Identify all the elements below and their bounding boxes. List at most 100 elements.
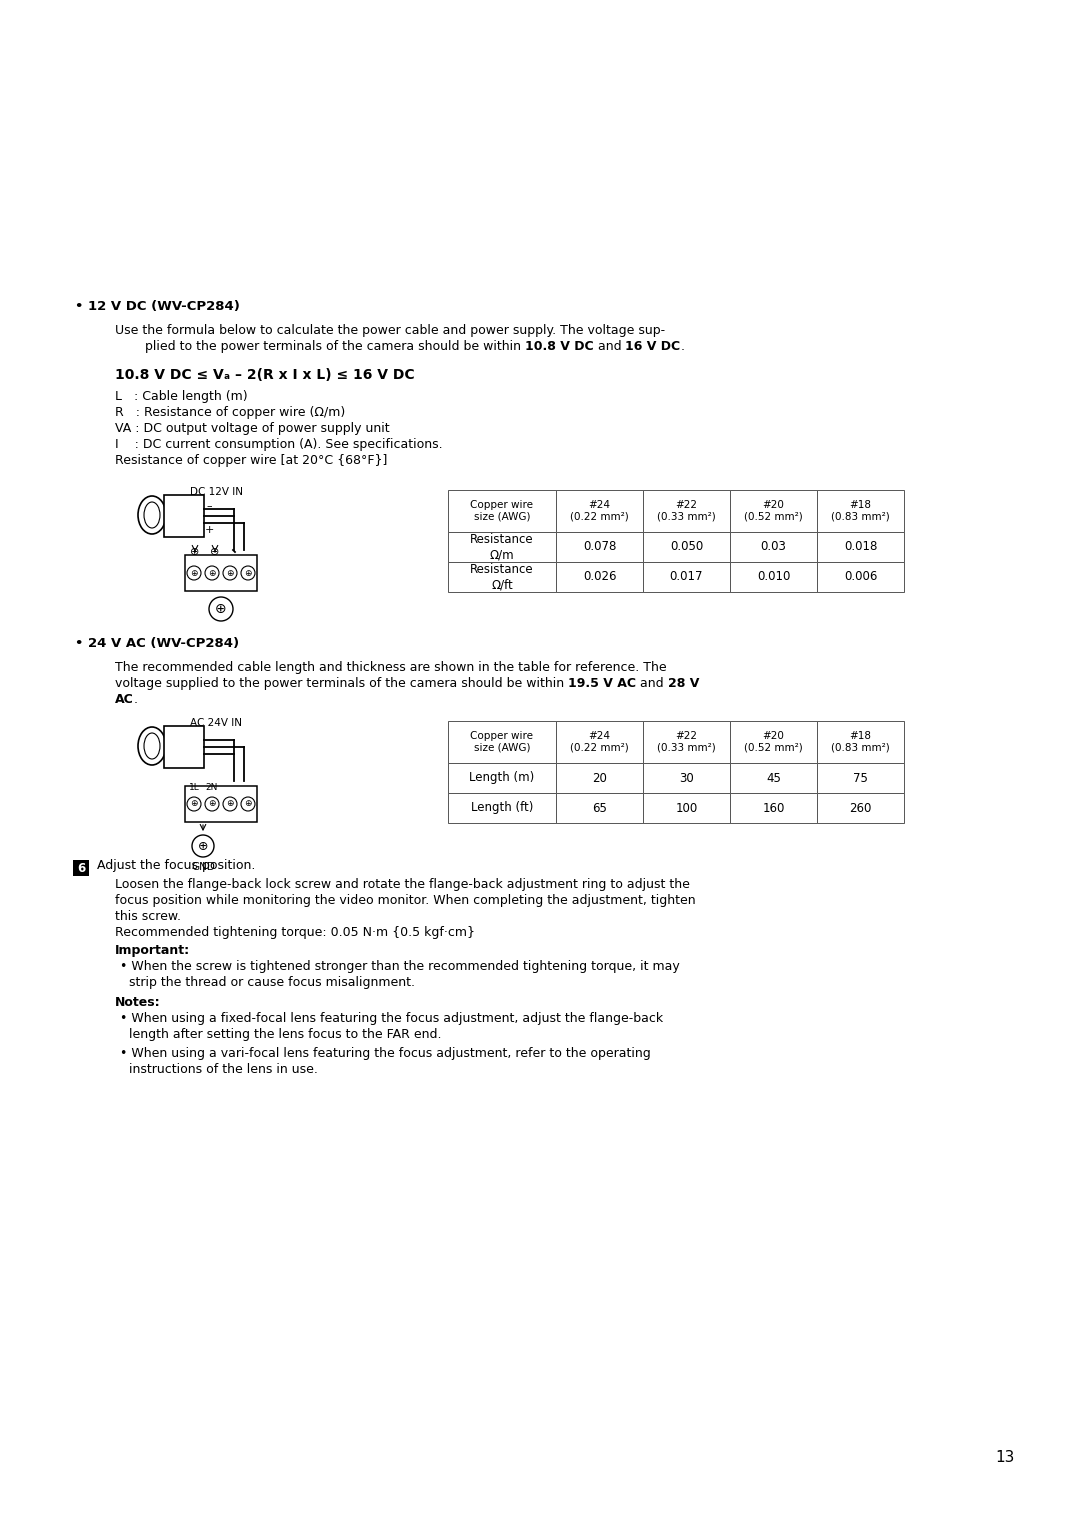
Text: • 12 V DC (WV-CP284): • 12 V DC (WV-CP284) (75, 299, 240, 313)
Text: 2N: 2N (206, 782, 218, 792)
Ellipse shape (144, 733, 160, 759)
Text: 0.017: 0.017 (670, 570, 703, 584)
Text: 45: 45 (766, 772, 781, 784)
Text: • When using a fixed-focal lens featuring the focus adjustment, adjust the flang: • When using a fixed-focal lens featurin… (120, 1012, 663, 1025)
Text: #24
(0.22 mm²): #24 (0.22 mm²) (570, 500, 629, 521)
Text: 75: 75 (853, 772, 868, 784)
Bar (643, 532, 730, 562)
Text: I    : DC current consumption (A). See specifications.: I : DC current consumption (A). See spec… (114, 439, 443, 451)
Circle shape (205, 798, 219, 811)
Text: voltage supplied to the power terminals of the camera should be within: voltage supplied to the power terminals … (114, 677, 568, 691)
Bar (816, 532, 904, 562)
Text: ⊕: ⊕ (190, 568, 198, 578)
Text: DC 12V IN: DC 12V IN (190, 487, 243, 497)
Text: 13: 13 (996, 1450, 1015, 1465)
Text: • 24 V AC (WV-CP284): • 24 V AC (WV-CP284) (75, 637, 239, 649)
Text: this screw.: this screw. (114, 911, 181, 923)
Text: ⊕: ⊕ (208, 799, 216, 808)
Text: 10.8 V DC ≤ Vₐ – 2(R x I x L) ≤ 16 V DC: 10.8 V DC ≤ Vₐ – 2(R x I x L) ≤ 16 V DC (114, 368, 415, 382)
Bar (556, 762, 643, 793)
Bar (816, 793, 904, 824)
Text: L   : Cable length (m): L : Cable length (m) (114, 390, 247, 403)
Text: Use the formula below to calculate the power cable and power supply. The voltage: Use the formula below to calculate the p… (114, 324, 665, 338)
Text: AC: AC (114, 694, 134, 706)
Text: GND: GND (191, 862, 215, 872)
Text: ⊕: ⊕ (190, 799, 198, 808)
Text: 0.050: 0.050 (670, 541, 703, 553)
Text: • When the screw is tightened stronger than the recommended tightening torque, i: • When the screw is tightened stronger t… (120, 960, 679, 973)
Ellipse shape (138, 727, 166, 766)
Text: .: . (134, 694, 138, 706)
Text: ⊕: ⊕ (226, 799, 233, 808)
Bar (448, 793, 556, 824)
Bar (185, 785, 257, 822)
Bar (448, 762, 556, 793)
Bar (73, 860, 89, 876)
Bar (643, 490, 730, 532)
Text: and: and (636, 677, 667, 691)
Text: .: . (680, 341, 685, 353)
Ellipse shape (138, 497, 166, 533)
Bar (556, 562, 643, 591)
Circle shape (222, 565, 237, 581)
Bar (730, 532, 816, 562)
Text: ⊕: ⊕ (198, 839, 208, 853)
Text: ⊕: ⊕ (190, 547, 200, 558)
Text: 65: 65 (592, 802, 607, 814)
Circle shape (192, 834, 214, 857)
Bar (730, 793, 816, 824)
Text: 19.5 V AC: 19.5 V AC (568, 677, 636, 691)
Text: Notes:: Notes: (114, 996, 161, 1008)
Bar (730, 562, 816, 591)
Text: 10.8 V DC: 10.8 V DC (525, 341, 594, 353)
Bar (816, 490, 904, 532)
Text: focus position while monitoring the video monitor. When completing the adjustmen: focus position while monitoring the vide… (114, 894, 696, 908)
Text: 1L: 1L (189, 782, 200, 792)
Text: AC 24V IN: AC 24V IN (190, 718, 242, 727)
Text: Copper wire
size (AWG): Copper wire size (AWG) (471, 500, 534, 521)
Text: Important:: Important: (114, 944, 190, 957)
Circle shape (241, 565, 255, 581)
Text: +: + (204, 526, 214, 535)
Text: Resistance of copper wire [at 20°C {68°F}]: Resistance of copper wire [at 20°C {68°F… (114, 454, 388, 468)
Bar (816, 562, 904, 591)
Text: 0.006: 0.006 (843, 570, 877, 584)
Text: 20: 20 (592, 772, 607, 784)
Text: Recommended tightening torque: 0.05 N·m {0.5 kgf·cm}: Recommended tightening torque: 0.05 N·m … (114, 926, 475, 940)
Circle shape (187, 798, 201, 811)
Bar (164, 726, 204, 769)
Bar (816, 762, 904, 793)
Text: ⊕: ⊕ (244, 799, 252, 808)
Text: • When using a vari-focal lens featuring the focus adjustment, refer to the oper: • When using a vari-focal lens featuring… (120, 1047, 651, 1060)
Text: #20
(0.52 mm²): #20 (0.52 mm²) (744, 732, 802, 753)
Text: and: and (594, 341, 625, 353)
Text: ⊕: ⊕ (244, 568, 252, 578)
Circle shape (210, 597, 233, 620)
Text: Resistance
Ω/ft: Resistance Ω/ft (470, 562, 534, 591)
Bar (730, 721, 816, 762)
Text: 6: 6 (77, 862, 85, 874)
Text: Resistance
Ω/m: Resistance Ω/m (470, 533, 534, 561)
Text: #24
(0.22 mm²): #24 (0.22 mm²) (570, 732, 629, 753)
Bar (816, 721, 904, 762)
Text: Length (ft): Length (ft) (471, 802, 534, 814)
Text: 30: 30 (679, 772, 693, 784)
Text: #22
(0.33 mm²): #22 (0.33 mm²) (657, 732, 716, 753)
Text: length after setting the lens focus to the FAR end.: length after setting the lens focus to t… (129, 1028, 442, 1041)
Text: 260: 260 (849, 802, 872, 814)
Text: Adjust the focus position.: Adjust the focus position. (97, 859, 255, 872)
Circle shape (241, 798, 255, 811)
Text: 0.03: 0.03 (760, 541, 786, 553)
Text: Copper wire
size (AWG): Copper wire size (AWG) (471, 732, 534, 753)
Text: #22
(0.33 mm²): #22 (0.33 mm²) (657, 500, 716, 521)
Circle shape (187, 565, 201, 581)
Text: 160: 160 (762, 802, 785, 814)
Bar (556, 721, 643, 762)
Text: 0.026: 0.026 (583, 570, 617, 584)
Text: ⊕: ⊕ (208, 568, 216, 578)
Text: ⊕: ⊕ (226, 568, 233, 578)
Text: 0.018: 0.018 (843, 541, 877, 553)
Text: 0.010: 0.010 (757, 570, 791, 584)
Text: 100: 100 (675, 802, 698, 814)
Ellipse shape (144, 503, 160, 529)
